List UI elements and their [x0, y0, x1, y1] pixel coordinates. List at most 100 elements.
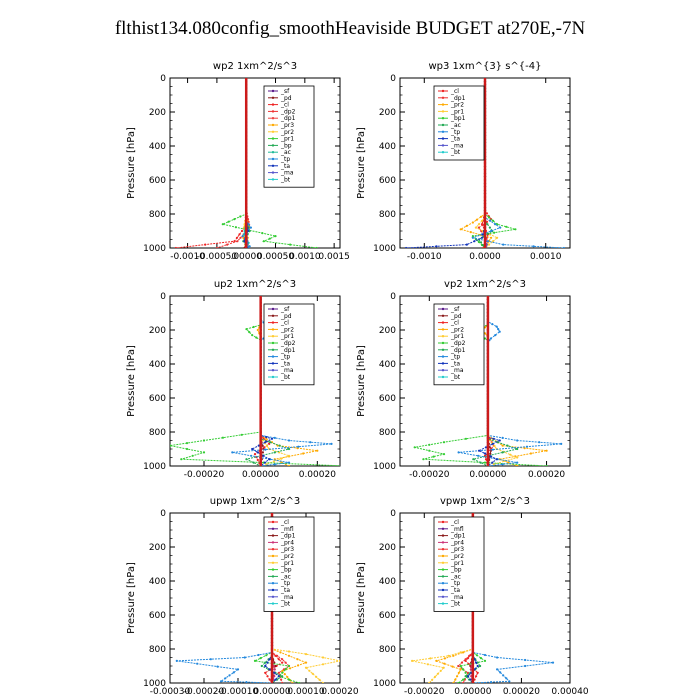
series-point	[457, 451, 460, 454]
series-point	[180, 458, 183, 461]
series-point	[479, 664, 482, 668]
legend-marker	[441, 568, 445, 571]
series-point	[284, 668, 287, 671]
panel-title: wp3 1xm^{3} s^{-4}	[428, 61, 541, 72]
legend-label: _ac	[450, 573, 461, 580]
y-tick-label: 1000	[373, 679, 396, 689]
legend-label: _sf	[280, 306, 290, 313]
series-point	[487, 216, 491, 219]
y-tick-label: 800	[149, 645, 166, 655]
series-point	[452, 681, 455, 683]
legend-label: _ac	[280, 573, 291, 580]
legend-marker	[271, 110, 275, 113]
series-point	[281, 675, 284, 678]
series-point	[273, 463, 276, 466]
series-point	[538, 441, 541, 444]
series-point	[516, 464, 519, 466]
series-point	[476, 664, 479, 668]
legend-marker	[441, 144, 445, 147]
series-point	[464, 658, 467, 661]
legend-label: _tp	[280, 156, 290, 163]
legend-marker	[441, 554, 445, 558]
legend-marker	[271, 130, 275, 133]
series-group	[170, 296, 340, 466]
series-point	[508, 680, 511, 683]
series-point	[204, 243, 207, 246]
series-point	[514, 228, 517, 231]
y-axis-label: Pressure [hPa]	[356, 562, 367, 634]
series-point	[481, 233, 485, 236]
series-point	[523, 447, 526, 450]
series-point	[234, 226, 237, 229]
legend-label: _dp1	[450, 347, 466, 354]
series-point	[501, 436, 504, 439]
x-tick-label: 0.00010	[287, 687, 324, 697]
legend-marker	[441, 341, 445, 345]
legend-marker	[271, 554, 275, 558]
legend-marker	[271, 123, 275, 127]
x-tick-label: 0.0010	[289, 252, 321, 262]
series-point	[316, 449, 319, 452]
legend-marker	[441, 130, 445, 133]
series-point	[481, 223, 485, 226]
series-line-dp2	[170, 296, 340, 466]
series-point	[304, 666, 308, 669]
legend-label: _tp	[450, 580, 460, 587]
series-point	[545, 449, 548, 452]
series-point	[264, 664, 267, 668]
series-point	[276, 654, 279, 657]
y-tick-label: 600	[379, 394, 396, 404]
legend-marker	[441, 137, 445, 140]
series-point	[498, 439, 501, 442]
legend-label: _cl	[450, 320, 459, 327]
series-point	[477, 223, 480, 226]
series-point	[279, 651, 282, 654]
series-point	[469, 668, 473, 671]
y-tick-label: 800	[149, 210, 166, 220]
series-point	[245, 328, 248, 331]
series-point	[260, 664, 263, 668]
x-tick-label: -0.00020	[184, 687, 225, 697]
series-point	[280, 678, 283, 681]
legend-label: _pd	[280, 313, 292, 320]
series-point	[459, 228, 462, 231]
legend-marker	[271, 602, 275, 605]
panel-5: upwp 1xm^2/s^3 Pressure [hPa] 0 200 400 600 80…	[126, 496, 359, 697]
legend-marker	[271, 144, 275, 147]
series-point	[442, 666, 445, 669]
y-axis-label: Pressure [hPa]	[126, 127, 137, 199]
legend-marker	[441, 151, 445, 154]
panel-title: vpwp 1xm^2/s^3	[440, 496, 530, 507]
series-point	[464, 437, 467, 440]
series-point	[175, 659, 178, 663]
series-point	[330, 442, 333, 445]
series-point	[185, 442, 189, 445]
x-tick-label: 0.00040	[551, 687, 588, 697]
legend-marker	[441, 588, 445, 592]
series-point	[456, 675, 459, 678]
series-point	[489, 233, 492, 236]
series-point	[496, 656, 499, 659]
series-point	[287, 654, 291, 657]
series-point	[264, 671, 267, 674]
y-tick-label: 0	[390, 509, 396, 519]
series-point	[281, 661, 284, 664]
legend-label: _bt	[450, 601, 461, 608]
series-point	[274, 664, 277, 668]
series-point	[265, 444, 269, 448]
legend-label: _tp	[280, 354, 290, 361]
series-point	[486, 240, 490, 243]
legend-label: _cl	[280, 519, 289, 526]
series-point	[481, 244, 485, 247]
series-group	[175, 513, 340, 683]
series-point	[274, 678, 277, 681]
series-point	[252, 461, 255, 464]
y-tick-label: 600	[149, 394, 166, 404]
series-point	[495, 458, 498, 461]
legend-marker	[271, 137, 275, 140]
series-point	[235, 236, 239, 239]
series-point	[479, 215, 483, 218]
series-point	[265, 654, 268, 657]
series-point	[224, 677, 227, 680]
